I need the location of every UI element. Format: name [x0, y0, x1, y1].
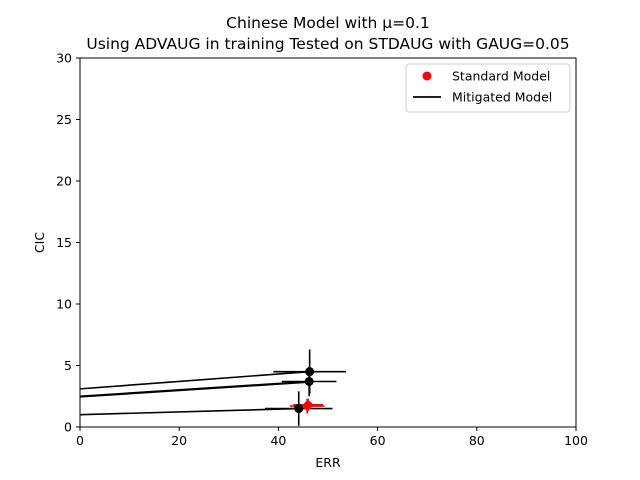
y-tick-label-3: 15 [56, 235, 72, 250]
x-tick-label-2: 40 [270, 433, 286, 448]
y-tick-label-2: 10 [56, 297, 72, 312]
legend-standard-marker [422, 71, 432, 81]
legend-mitigated-label: Mitigated Model [452, 90, 552, 105]
standard-point-1 [304, 400, 313, 409]
mitigated-point-0 [305, 367, 315, 377]
y-tick-label-4: 20 [56, 174, 72, 189]
mitigated-line-3 [79, 407, 299, 416]
legend-standard-label: Standard Model [452, 69, 550, 84]
y-tick-label-0: 0 [64, 420, 72, 435]
legend-box [405, 63, 571, 113]
y-tick-label-1: 5 [64, 358, 72, 373]
y-tick-label-5: 25 [56, 112, 72, 127]
mitigated-point-1 [304, 376, 314, 386]
chart-subtitle: Using ADVAUG in training Tested on STDAU… [86, 35, 569, 53]
x-tick-label-0: 0 [76, 433, 84, 448]
mitigated-line-0 [79, 370, 310, 390]
y-axis-label: CIC [32, 232, 47, 253]
mitigated-line-2 [79, 381, 310, 398]
x-tick-label-4: 80 [469, 433, 485, 448]
plot-area [79, 349, 346, 426]
x-tick-label-1: 20 [171, 433, 187, 448]
y-tick-label-6: 30 [56, 51, 72, 66]
x-tick-label-5: 100 [564, 433, 588, 448]
mitigated-point-2 [294, 404, 304, 414]
chart-title: Chinese Model with μ=0.1 [226, 14, 430, 32]
axis-ticks: 0 20 40 60 80 100 0 5 10 15 20 25 30 [56, 51, 588, 449]
x-axis-label: ERR [315, 455, 341, 470]
x-tick-label-3: 60 [370, 433, 386, 448]
legend: Standard Model Mitigated Model [405, 63, 571, 113]
